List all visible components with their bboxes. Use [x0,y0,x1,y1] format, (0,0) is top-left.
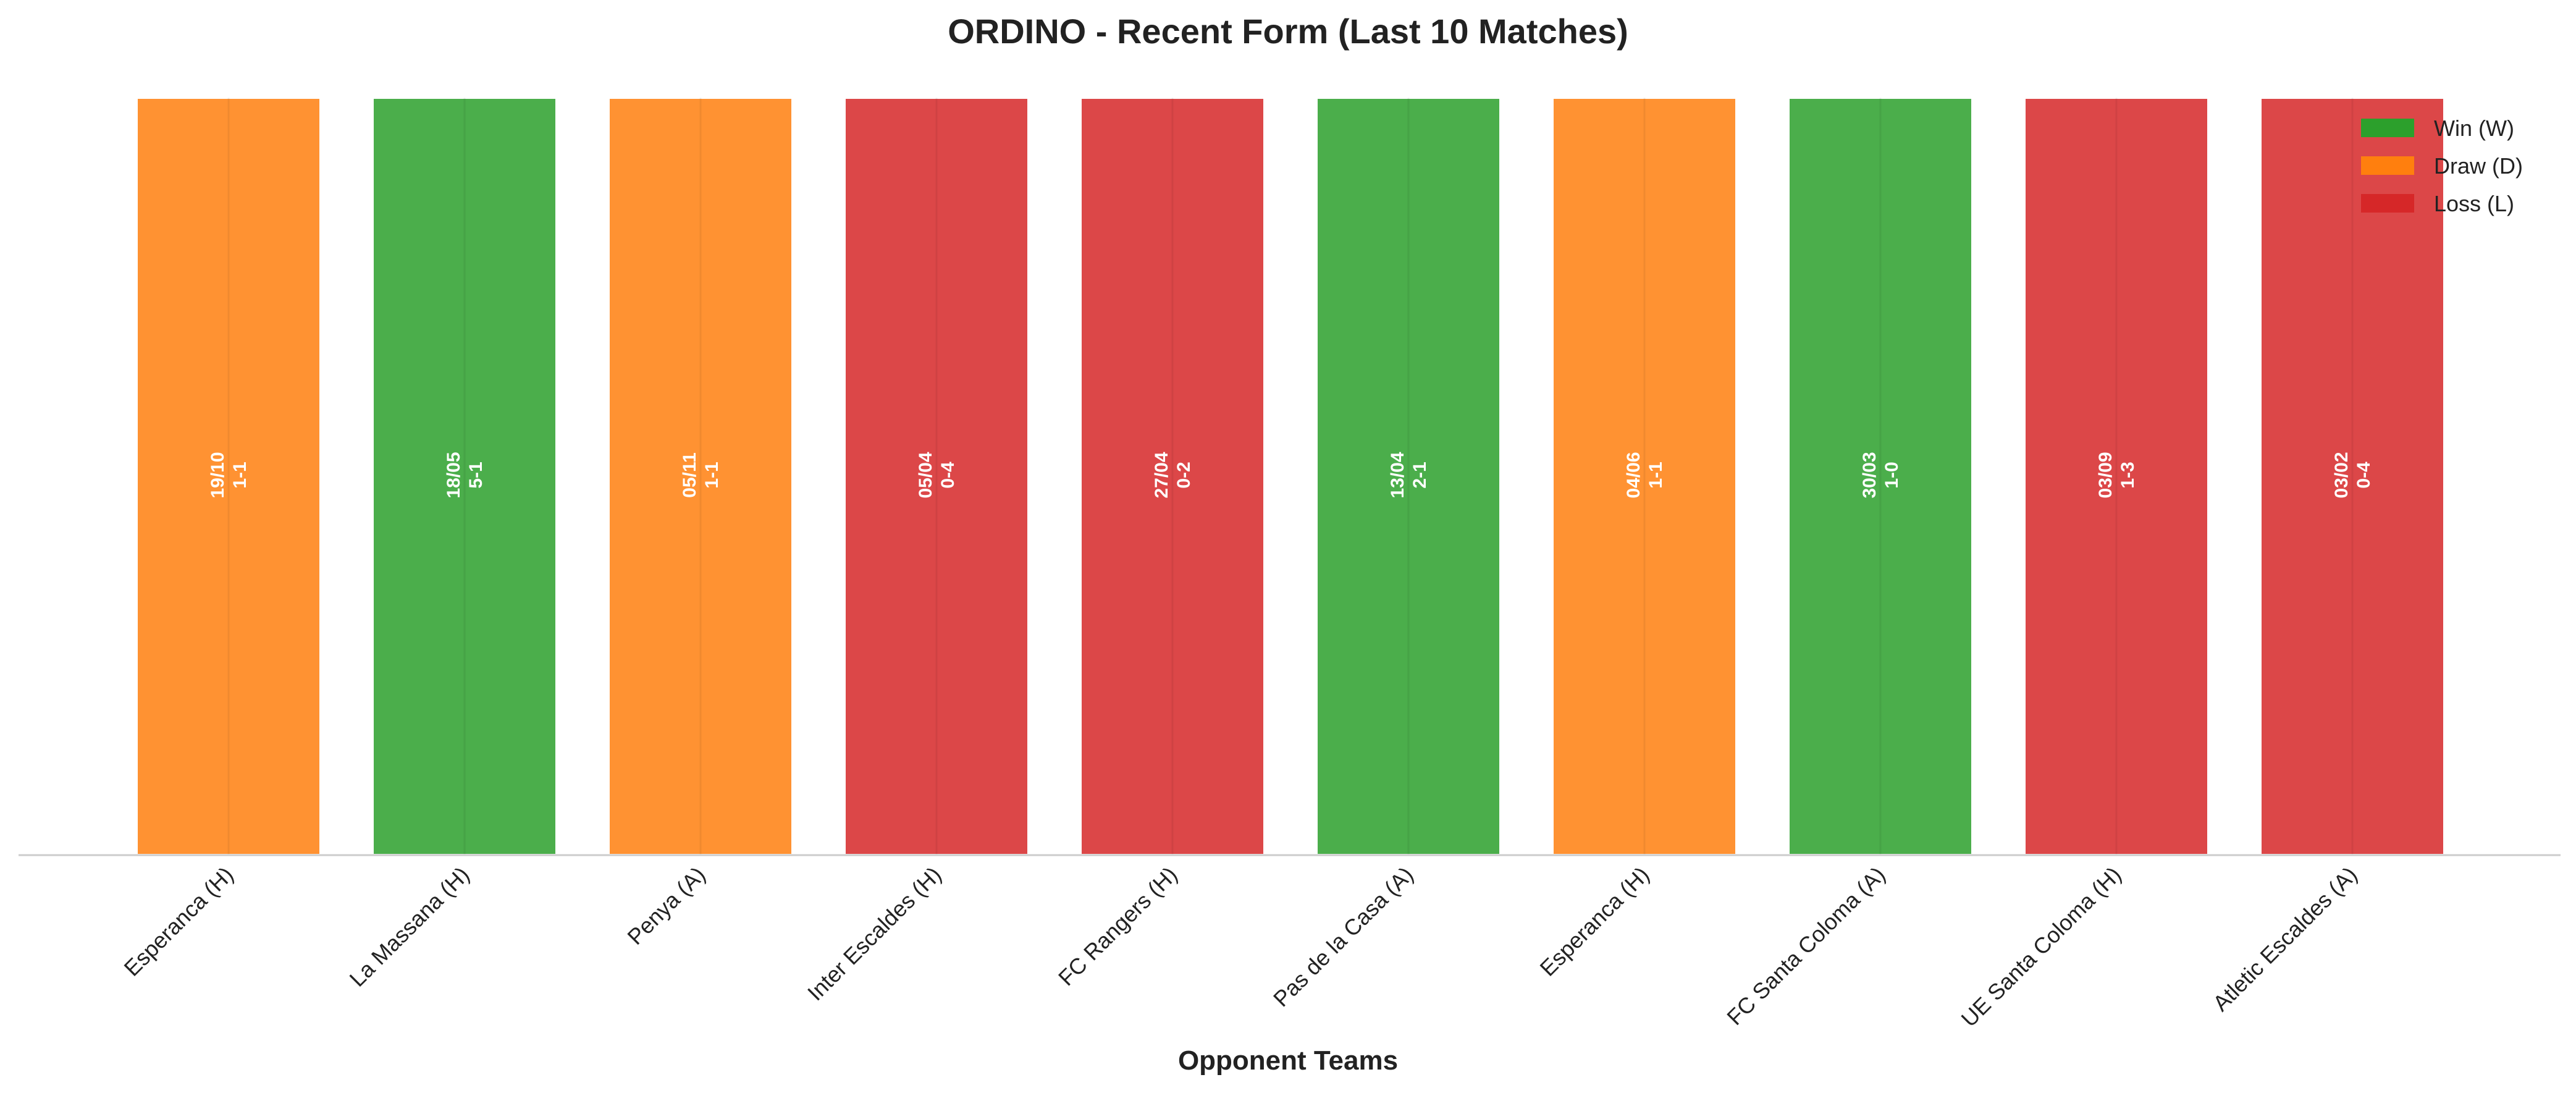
legend-swatch-w [2361,119,2414,137]
bar-date-label: 03/02 [2331,452,2352,498]
legend: Win (W) Draw (D) Loss (L) [2361,116,2523,216]
bar-date-label: 27/04 [1151,452,1172,498]
legend-label-w: Win (W) [2434,116,2514,141]
bar-score-label: 1-0 [1882,462,1902,488]
bars-group: 19/10 1-1 18/05 5-1 05/11 1-1 05/04 0-4 27/04 0-2… [135,96,2446,856]
legend-swatch-d [2361,156,2414,175]
x-tick-label-7: Esperanca (H) [1535,862,1654,981]
x-tick-label-3: Penya (A) [622,862,710,950]
bar-label-6: 13/04 2-1 [1387,452,1430,498]
bar-date-label: 05/11 [680,452,700,497]
bar-4 [843,96,1030,856]
bar-label-7: 04/06 1-1 [1623,452,1666,498]
x-tick-label-9: UE Santa Coloma (H) [1956,862,2126,1032]
bar-date-label: 13/04 [1387,452,1408,498]
bar-score-label: 0-4 [938,462,958,489]
bar-score-label: 0-2 [1174,462,1194,488]
bar-2 [371,96,558,856]
bar-score-label: 0-4 [2354,462,2374,489]
bar-label-1: 19/10 1-1 [208,452,250,498]
bar-label-3: 05/11 1-1 [680,452,722,497]
bar-score-label: 1-1 [1646,462,1666,488]
x-tick-label-2: La Massana (H) [345,862,474,992]
legend-label-d: Draw (D) [2434,153,2523,179]
x-tick-labels: Esperanca (H) La Massana (H) Penya (A) Inte… [119,862,2362,1032]
bar-label-8: 30/03 1-0 [1859,452,1902,498]
x-tick-label-4: Inter Escaldes (H) [802,862,946,1006]
bar-5 [1079,96,1266,856]
bar-1 [135,96,322,856]
x-tick-label-8: FC Santa Coloma (A) [1722,862,1890,1030]
x-tick-label-1: Esperanca (H) [119,862,238,981]
bar-date-label: 19/10 [208,452,228,498]
bar-3 [607,96,794,856]
bar-date-label: 18/05 [444,452,464,498]
legend-label-l: Loss (L) [2434,191,2514,216]
bar-label-9: 03/09 1-3 [2095,452,2138,498]
x-tick-label-6: Pas de la Casa (A) [1268,862,1418,1012]
bar-date-label: 05/04 [915,452,936,498]
x-tick-label-5: FC Rangers (H) [1053,862,1182,991]
bar-label-4: 05/04 0-4 [915,452,958,498]
bar-label-2: 18/05 5-1 [444,452,486,498]
bar-6 [1315,96,1502,856]
bar-date-label: 30/03 [1859,452,1880,498]
x-tick-label-10: Atletic Escaldes (A) [2208,862,2362,1016]
bar-label-5: 27/04 0-2 [1151,452,1194,498]
bar-score-label: 1-1 [702,462,722,488]
bar-label-10: 03/02 0-4 [2331,452,2374,498]
bar-7 [1551,96,1738,856]
bar-score-label: 1-1 [230,462,250,488]
bar-10 [2259,96,2446,856]
bar-score-label: 2-1 [1410,462,1430,488]
legend-swatch-l [2361,194,2414,213]
chart-title: ORDINO - Recent Form (Last 10 Matches) [948,12,1628,51]
bar-score-label: 5-1 [466,462,486,488]
x-axis-label: Opponent Teams [1178,1045,1398,1076]
bar-score-label: 1-3 [2118,462,2138,488]
bar-date-label: 03/09 [2095,452,2116,498]
bar-date-label: 04/06 [1623,452,1644,498]
